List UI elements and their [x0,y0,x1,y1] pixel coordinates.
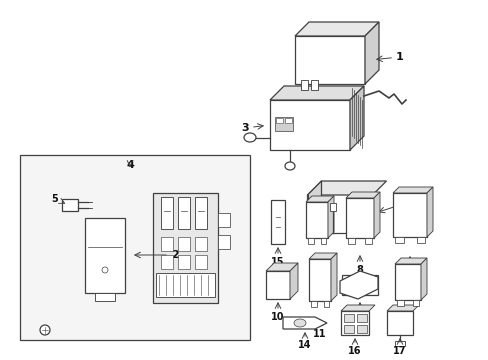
Bar [305,202,327,238]
Text: 14: 14 [298,340,311,350]
Bar [269,100,349,150]
Bar [217,235,229,249]
Bar [394,341,404,346]
Polygon shape [420,258,426,300]
Text: 13: 13 [401,325,414,335]
Bar [265,271,289,299]
Bar [85,217,125,292]
Polygon shape [349,86,363,150]
Bar [307,238,313,244]
Text: 3: 3 [241,123,248,133]
Bar [160,197,172,229]
Polygon shape [307,181,321,233]
Bar [320,238,325,244]
Text: 8: 8 [356,265,363,275]
Bar [356,314,366,322]
Polygon shape [394,258,426,264]
Polygon shape [339,271,377,299]
Text: 7: 7 [313,263,320,273]
Bar [416,237,424,243]
Text: 10: 10 [271,312,284,322]
Bar [356,325,366,333]
Bar [155,273,214,297]
Bar [285,118,291,123]
Text: 9: 9 [406,266,412,276]
Bar [347,238,354,244]
Bar [396,300,403,306]
Bar [294,36,364,84]
Bar [323,301,328,307]
Polygon shape [289,263,297,299]
Text: 16: 16 [347,346,361,356]
Bar [308,259,330,301]
Polygon shape [307,181,386,195]
Text: 17: 17 [392,346,406,356]
Bar [270,200,285,244]
Ellipse shape [293,319,305,327]
Text: 12: 12 [352,312,366,322]
Bar [310,301,316,307]
Bar [392,193,426,237]
Text: 2: 2 [171,250,179,260]
Polygon shape [426,187,432,237]
Bar [194,237,206,251]
Bar [160,255,172,269]
Polygon shape [308,253,336,259]
Bar [310,80,317,90]
Bar [386,311,412,335]
Bar [275,118,283,123]
Circle shape [102,267,108,273]
Bar [62,199,78,211]
Polygon shape [330,253,336,301]
Polygon shape [269,86,363,100]
Bar [177,197,189,229]
Bar [394,237,403,243]
Bar [341,275,377,295]
Bar [194,255,206,269]
Bar [343,325,353,333]
Bar [194,197,206,229]
Bar [274,117,292,131]
Text: 15: 15 [271,257,284,267]
Polygon shape [283,317,326,329]
Ellipse shape [244,133,256,142]
Text: 4: 4 [126,160,134,170]
Bar [217,213,229,227]
Polygon shape [386,305,418,311]
Text: 1: 1 [395,52,403,62]
Bar [364,238,371,244]
Polygon shape [305,196,333,202]
Polygon shape [327,196,333,238]
Text: 11: 11 [313,329,326,339]
Polygon shape [294,22,378,36]
Polygon shape [392,187,432,193]
Bar [340,311,368,335]
Bar [412,300,418,306]
Polygon shape [340,305,374,311]
Bar [95,292,115,301]
Bar [301,80,307,90]
Bar [394,264,420,300]
Circle shape [40,325,50,335]
Text: 5: 5 [52,194,58,204]
Bar [20,155,249,340]
Bar [343,314,353,322]
Bar [177,237,189,251]
Polygon shape [265,263,297,271]
Polygon shape [373,192,379,238]
Polygon shape [346,192,379,198]
Bar [152,193,217,303]
Bar [160,237,172,251]
Ellipse shape [285,162,294,170]
Bar [346,198,373,238]
Text: 6: 6 [410,195,418,205]
Bar [177,255,189,269]
Polygon shape [364,22,378,84]
Bar [329,203,335,211]
